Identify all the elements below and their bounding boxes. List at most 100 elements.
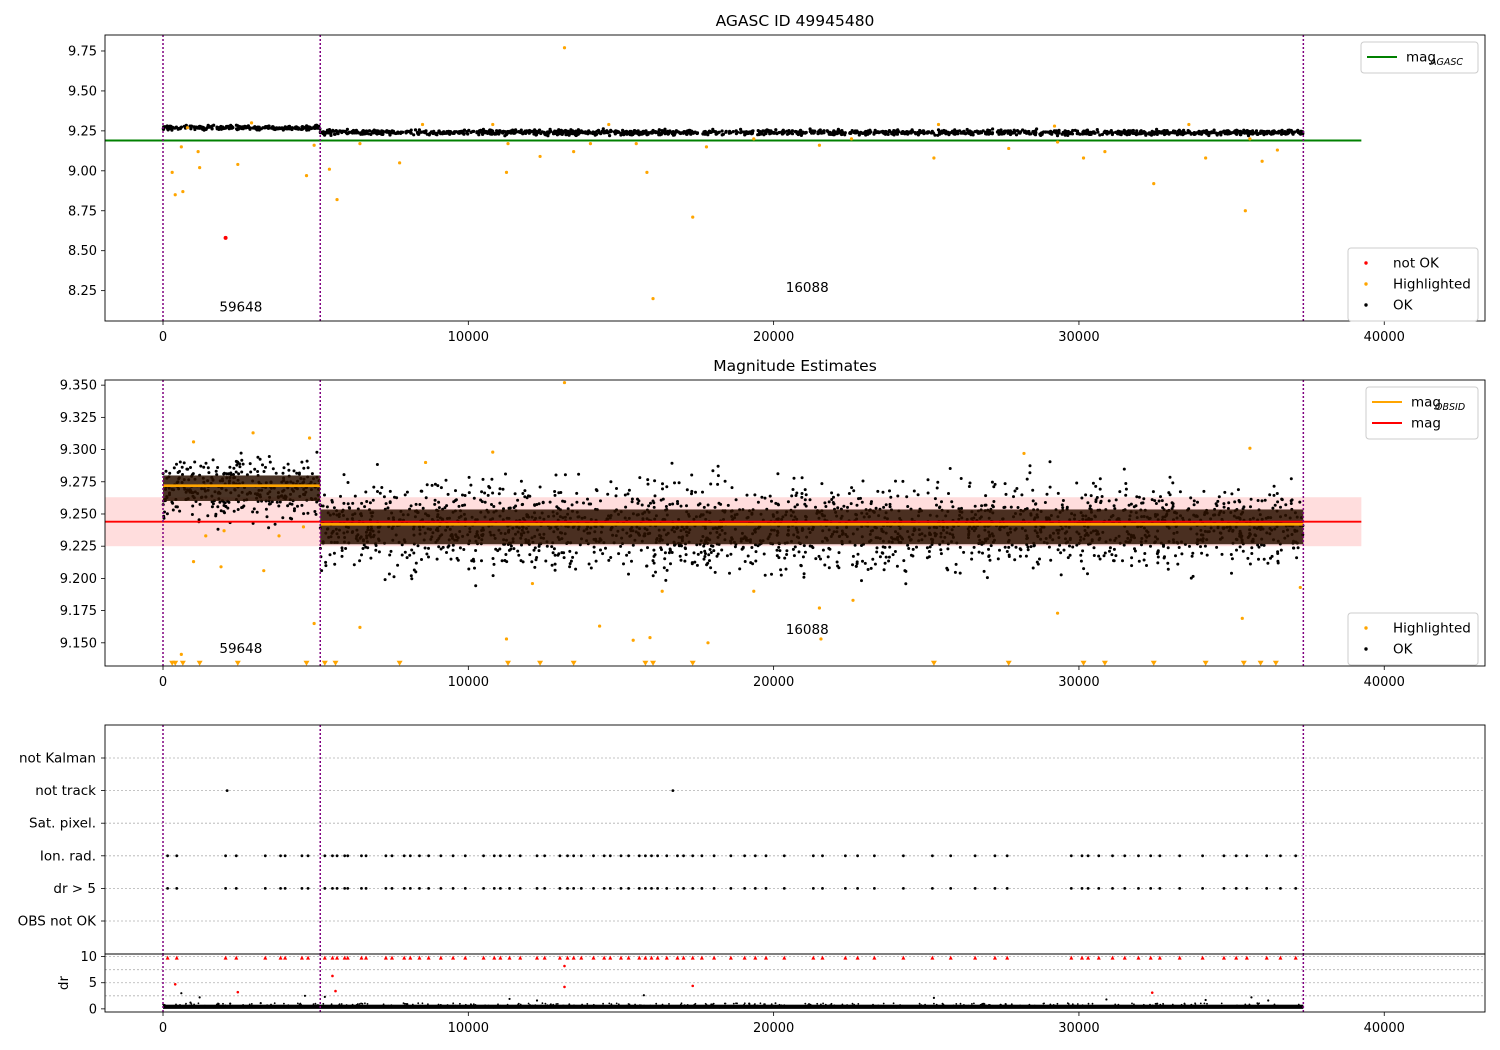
flag-point xyxy=(782,887,786,890)
dr-ok-point xyxy=(586,1003,589,1005)
ok-point xyxy=(1135,495,1139,499)
dr-ok-point xyxy=(638,1004,641,1007)
ok-point xyxy=(690,492,693,496)
flag-point xyxy=(676,854,679,858)
ok-point xyxy=(492,131,497,135)
flag-point xyxy=(234,887,238,890)
ok-point xyxy=(171,501,175,505)
ok-point xyxy=(1007,553,1011,557)
dr-ok-point xyxy=(517,1005,520,1007)
ok-point xyxy=(380,129,384,133)
ok-point xyxy=(1276,550,1280,554)
ok-point xyxy=(570,503,574,507)
clipped-low-marker xyxy=(172,660,179,666)
point-highlighted xyxy=(173,193,177,197)
ok-point xyxy=(248,462,252,466)
ok-point xyxy=(1116,132,1120,136)
ok-point xyxy=(708,130,713,134)
ok-point xyxy=(690,489,694,493)
ok-point xyxy=(716,552,720,556)
ok-point xyxy=(1166,567,1170,571)
ok-point xyxy=(1292,546,1296,550)
ok-point xyxy=(405,490,409,494)
ok-point xyxy=(679,558,683,562)
flag-point xyxy=(1123,854,1127,858)
y-tick-label: 9.175 xyxy=(60,604,97,619)
ok-point xyxy=(528,130,533,134)
dr-ok-point xyxy=(330,1003,333,1006)
ok-point xyxy=(1060,503,1064,507)
ok-point xyxy=(795,503,799,507)
flag-point xyxy=(682,887,685,890)
ok-point xyxy=(462,548,466,551)
ok-point xyxy=(913,131,917,135)
ok-point xyxy=(211,458,215,462)
dr-ok-point xyxy=(1142,1003,1145,1006)
ok-point xyxy=(433,502,437,506)
dr-ok-point xyxy=(417,1002,420,1005)
ok-point xyxy=(271,467,275,471)
ok-point xyxy=(1289,477,1293,481)
axes-frame xyxy=(104,379,1486,667)
point-highlighted xyxy=(817,143,822,147)
ok-point xyxy=(985,576,989,580)
dr-ok-point xyxy=(270,1005,273,1008)
ok-point xyxy=(1016,506,1020,509)
ok-point xyxy=(501,487,505,491)
ok-point xyxy=(1249,505,1252,509)
ok-point xyxy=(604,546,607,550)
ok-point xyxy=(595,489,599,493)
ok-point xyxy=(599,548,602,552)
ok-point xyxy=(420,558,423,561)
y-tick-label: 9.300 xyxy=(60,443,97,458)
ok-point xyxy=(652,561,656,565)
ok-point xyxy=(896,494,900,498)
ok-point xyxy=(1122,543,1126,547)
ok-point xyxy=(750,130,754,134)
flag-point xyxy=(671,789,675,792)
dr-ok-point xyxy=(223,1005,225,1007)
ok-point xyxy=(252,507,256,511)
ok-point xyxy=(951,505,955,509)
ok-point xyxy=(625,132,629,136)
ok-point xyxy=(1031,499,1035,503)
dr-ok-point xyxy=(1297,1006,1300,1009)
ok-point xyxy=(958,129,962,133)
ok-point xyxy=(1216,499,1220,503)
ok-point xyxy=(905,495,909,499)
ok-point xyxy=(1058,543,1062,547)
ok-point xyxy=(777,545,781,549)
dr-ok-point xyxy=(856,1006,859,1008)
dr-ok-point xyxy=(459,1002,461,1005)
ok-point xyxy=(452,500,456,504)
point-highlighted xyxy=(491,450,495,454)
point-highlighted xyxy=(191,440,196,444)
ok-point xyxy=(856,552,860,556)
ok-point xyxy=(876,489,880,493)
point-highlighted xyxy=(504,637,509,641)
ok-point xyxy=(1174,554,1177,558)
ok-point xyxy=(385,130,389,134)
ok-point xyxy=(1134,133,1138,137)
point-highlighted xyxy=(198,166,202,170)
ok-point xyxy=(764,131,768,136)
ok-point xyxy=(281,471,285,475)
ok-point xyxy=(232,466,236,470)
ok-point xyxy=(451,131,455,135)
x-tick-label: 20000 xyxy=(753,330,794,345)
dr-ok-point xyxy=(202,1006,205,1008)
flag-point xyxy=(1149,854,1153,858)
ok-point xyxy=(1191,551,1195,555)
ok-point xyxy=(853,543,857,547)
ok-point xyxy=(1137,495,1141,499)
ok-point xyxy=(342,473,346,477)
point-highlighted xyxy=(358,142,362,146)
ok-point xyxy=(699,550,703,554)
dr-ok-point xyxy=(454,1006,457,1009)
ok-point xyxy=(166,128,170,132)
ok-point xyxy=(236,508,240,511)
flag-point xyxy=(608,887,612,890)
ok-point xyxy=(606,492,610,496)
ok-point xyxy=(491,574,495,578)
ok-point xyxy=(267,526,271,530)
